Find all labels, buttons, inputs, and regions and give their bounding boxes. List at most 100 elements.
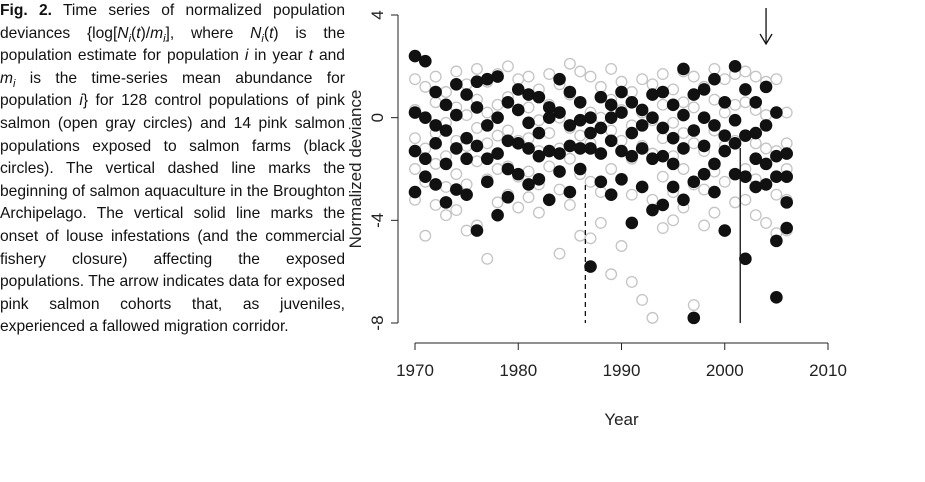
- point: [470, 75, 484, 89]
- point: [481, 252, 494, 265]
- point: [501, 95, 515, 109]
- x-tick-label: 2000: [706, 361, 744, 380]
- point: [429, 137, 442, 150]
- point: [718, 106, 731, 119]
- caption-text: )/: [140, 24, 151, 42]
- caption-text: N: [250, 24, 262, 42]
- point: [759, 119, 773, 132]
- caption-text: is the time-series mean abundance for po…: [0, 69, 345, 110]
- point: [718, 73, 731, 86]
- point: [739, 83, 752, 96]
- point: [532, 172, 546, 186]
- point: [760, 142, 773, 155]
- point: [749, 95, 763, 109]
- point: [481, 137, 494, 150]
- point: [625, 188, 638, 201]
- point: [542, 193, 556, 207]
- point: [439, 157, 453, 171]
- point: [780, 137, 793, 150]
- point: [491, 129, 504, 142]
- point: [594, 80, 607, 93]
- caption-text: i: [13, 77, 16, 90]
- point: [419, 142, 432, 155]
- point: [480, 119, 494, 132]
- y-tick-label: 4: [368, 10, 387, 19]
- point: [677, 163, 690, 175]
- point: [439, 124, 453, 137]
- point: [687, 311, 701, 325]
- point: [604, 111, 618, 124]
- point: [605, 268, 618, 281]
- point: [491, 196, 504, 209]
- point: [687, 175, 701, 189]
- point: [584, 111, 597, 124]
- point: [656, 121, 670, 135]
- point: [770, 73, 783, 86]
- point: [440, 181, 452, 193]
- point: [584, 175, 597, 188]
- point: [429, 70, 442, 83]
- point: [563, 185, 577, 199]
- point: [470, 224, 484, 237]
- point: [594, 90, 608, 104]
- point: [615, 240, 628, 252]
- point: [605, 124, 618, 137]
- point: [708, 185, 721, 199]
- point: [439, 196, 453, 209]
- point: [481, 106, 494, 119]
- point: [522, 116, 535, 130]
- point: [770, 149, 783, 163]
- point: [780, 170, 794, 183]
- point: [408, 185, 422, 199]
- point: [419, 54, 432, 68]
- point: [625, 149, 639, 163]
- y-tick-label: -8: [368, 315, 387, 330]
- point: [708, 119, 721, 132]
- point: [770, 234, 783, 248]
- point: [542, 111, 556, 124]
- point: [594, 186, 607, 199]
- point: [409, 73, 421, 86]
- y-tick-label: -4: [368, 213, 387, 228]
- point: [450, 65, 463, 78]
- point: [739, 193, 752, 206]
- point: [635, 103, 649, 117]
- point: [563, 198, 576, 211]
- point: [470, 139, 484, 153]
- point: [759, 157, 773, 171]
- point: [728, 60, 742, 73]
- point: [522, 191, 535, 204]
- point: [532, 126, 546, 140]
- point: [563, 119, 577, 132]
- point: [553, 247, 566, 260]
- point: [749, 152, 763, 166]
- point: [594, 121, 608, 135]
- point: [656, 98, 669, 111]
- point: [440, 86, 452, 98]
- point: [739, 170, 752, 183]
- point: [636, 293, 649, 306]
- point: [491, 98, 504, 111]
- caption-text: i: [79, 92, 83, 110]
- point: [532, 114, 545, 127]
- point: [718, 129, 732, 142]
- point: [522, 132, 535, 145]
- point: [553, 72, 566, 86]
- point: [739, 65, 752, 78]
- point: [574, 65, 587, 78]
- point: [450, 183, 463, 196]
- point: [470, 155, 483, 168]
- point: [770, 106, 783, 119]
- point: [553, 106, 566, 119]
- point: [677, 96, 690, 109]
- point: [584, 70, 597, 83]
- point: [656, 198, 670, 212]
- point: [656, 85, 670, 99]
- point: [543, 127, 556, 140]
- point: [470, 121, 483, 134]
- point: [584, 232, 597, 245]
- caption-text: Time series of normalized population dev…: [0, 2, 345, 42]
- point: [646, 193, 659, 206]
- point: [604, 134, 618, 148]
- point: [667, 214, 680, 227]
